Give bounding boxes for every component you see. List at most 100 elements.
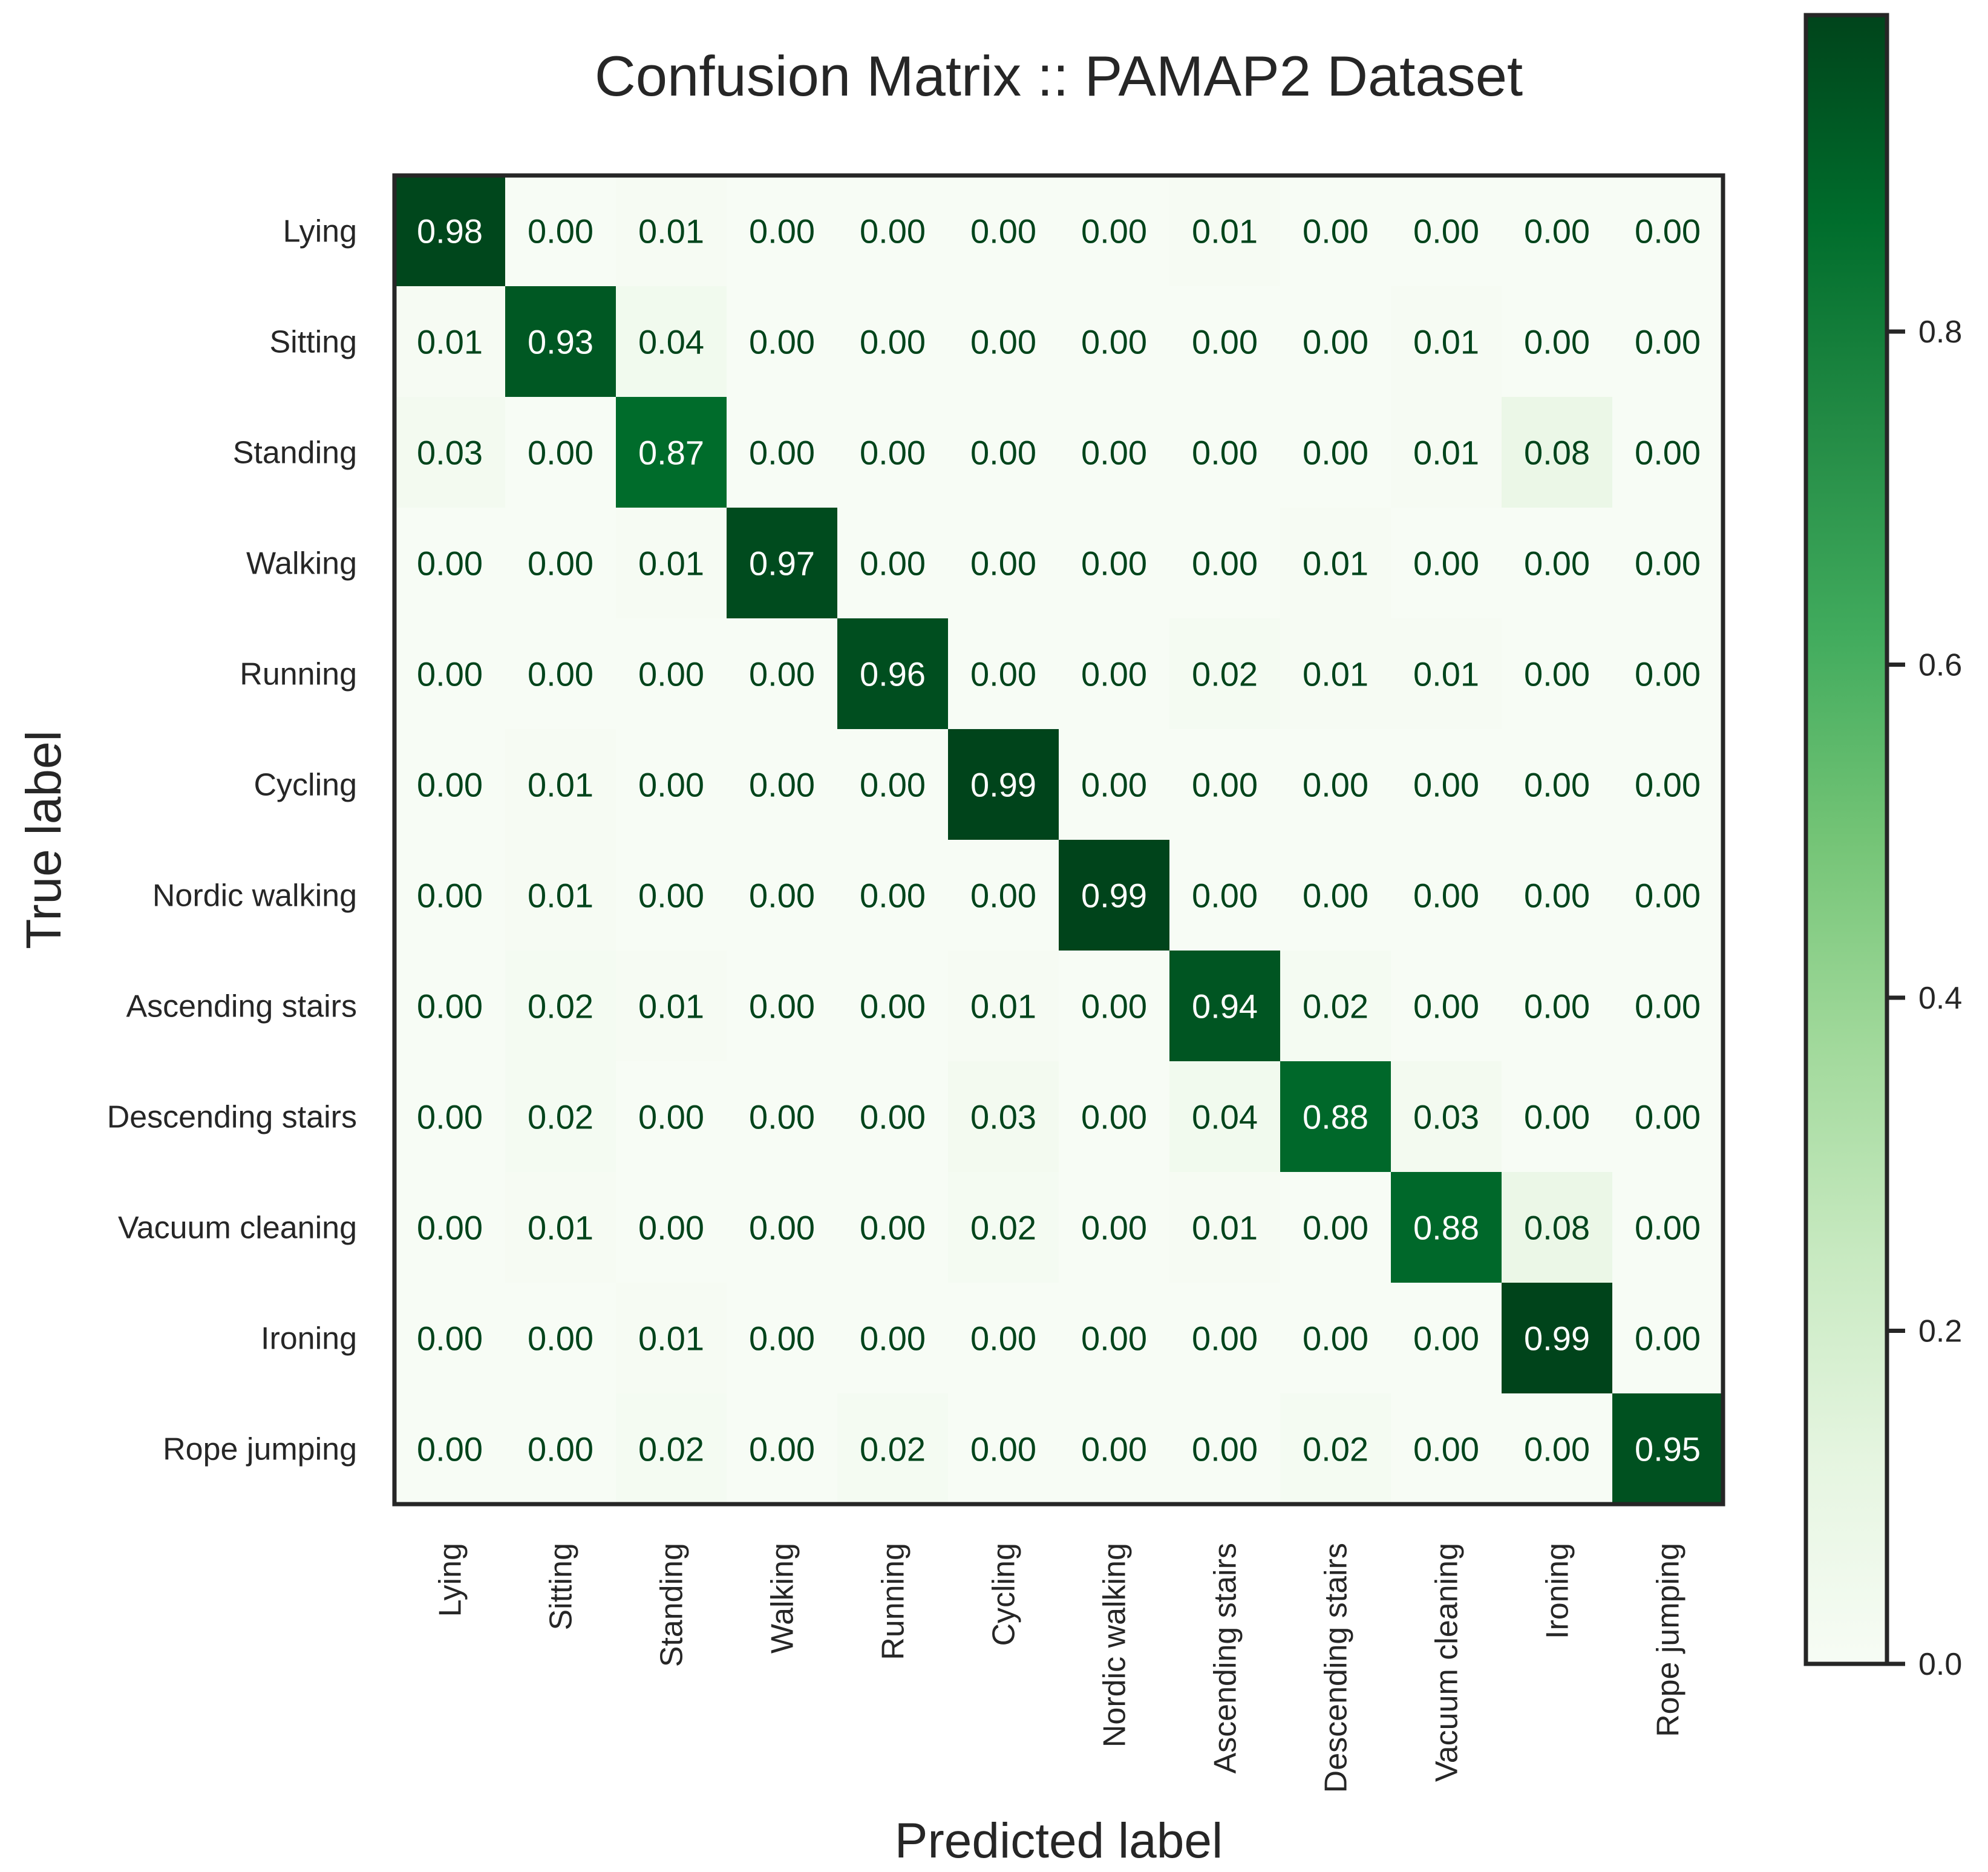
- heatmap-cell: [394, 729, 506, 840]
- cell-value-label: 0.98: [417, 212, 483, 250]
- heatmap-cell: [1502, 618, 1613, 730]
- cell-value-label: 0.00: [528, 1430, 593, 1468]
- heatmap-cell: [1502, 840, 1613, 951]
- cell-value-label: 0.03: [417, 434, 483, 472]
- heatmap-cell: [1612, 1283, 1724, 1394]
- cell-value-label: 0.00: [1635, 1209, 1701, 1247]
- heatmap-cell: [837, 1172, 949, 1283]
- cell-value-label: 0.00: [1413, 212, 1479, 250]
- cell-value-label: 0.01: [1413, 655, 1479, 693]
- cell-value-label: 0.00: [1081, 1430, 1147, 1468]
- x-tick-label: Vacuum cleaning: [1430, 1543, 1465, 1782]
- cell-value-label: 0.00: [1524, 766, 1590, 804]
- cell-value-label: 0.00: [1413, 766, 1479, 804]
- heatmap-cell: [1059, 618, 1170, 730]
- cell-value-label: 0.00: [970, 1430, 1036, 1468]
- cell-value-label: 0.00: [1524, 1098, 1590, 1136]
- heatmap-cell: [394, 618, 506, 730]
- cell-value-label: 0.00: [1192, 1320, 1258, 1358]
- cell-value-label: 0.00: [749, 877, 815, 915]
- heatmap-cell: [727, 840, 838, 951]
- heatmap-cell: [505, 1393, 616, 1505]
- heatmap-cell: [1391, 175, 1502, 287]
- heatmap-cell: [1280, 1393, 1391, 1505]
- heatmap-cell: [948, 508, 1059, 619]
- cell-value-label: 0.08: [1524, 1209, 1590, 1247]
- y-tick-label: Ironing: [261, 1321, 357, 1357]
- heatmap-cell: [837, 951, 949, 1062]
- cell-value-label: 0.01: [1413, 323, 1479, 361]
- y-tick-label: Walking: [246, 546, 357, 581]
- cell-value-label: 0.88: [1303, 1098, 1368, 1136]
- heatmap-cell: [616, 1172, 727, 1283]
- cell-value-label: 0.02: [1192, 655, 1258, 693]
- chart-title: Confusion Matrix :: PAMAP2 Dataset: [595, 44, 1523, 108]
- y-tick-label: Cycling: [254, 768, 358, 803]
- heatmap-cell: [1502, 1172, 1613, 1283]
- heatmap-cell: [394, 508, 506, 619]
- cell-value-label: 0.00: [1303, 323, 1368, 361]
- heatmap-cell: [1612, 618, 1724, 730]
- x-tick-label: Rope jumping: [1651, 1543, 1686, 1737]
- heatmap-cell: [505, 1061, 616, 1173]
- heatmap-cell: [394, 840, 506, 951]
- x-tick-label: Nordic walking: [1097, 1543, 1133, 1747]
- cell-value-label: 0.00: [1192, 766, 1258, 804]
- cell-value-label: 0.00: [1192, 545, 1258, 583]
- heatmap-cell: [948, 840, 1059, 951]
- heatmap-cell: [727, 397, 838, 508]
- cell-value-label: 0.00: [860, 545, 926, 583]
- x-tick-label: Descending stairs: [1319, 1543, 1354, 1793]
- heatmap-cell: [948, 175, 1059, 287]
- heatmap-cell: [837, 729, 949, 840]
- colorbar-tick-label: 0.2: [1918, 1314, 1962, 1349]
- cell-value-label: 0.01: [638, 987, 704, 1026]
- heatmap-cell: [948, 286, 1059, 398]
- cell-value-label: 0.00: [970, 1320, 1036, 1358]
- heatmap-cell: [1169, 1172, 1281, 1283]
- cell-value-label: 0.08: [1524, 434, 1590, 472]
- cell-value-label: 0.00: [860, 323, 926, 361]
- heatmap-cell: [1059, 397, 1170, 508]
- cell-value-label: 0.00: [749, 1098, 815, 1136]
- heatmap-cell: [948, 397, 1059, 508]
- matrix-frame: [392, 173, 1725, 1507]
- heatmap-cell: [1169, 508, 1281, 619]
- heatmap-cell: [616, 840, 727, 951]
- cell-value-label: 0.00: [1303, 1209, 1368, 1247]
- cell-value-label: 0.02: [528, 987, 593, 1026]
- cell-value-label: 0.00: [1635, 323, 1701, 361]
- cell-value-label: 0.01: [970, 987, 1036, 1026]
- heatmap-cell: [1059, 951, 1170, 1062]
- cell-value-label: 0.00: [417, 1098, 483, 1136]
- heatmap-cell: [1059, 840, 1170, 951]
- heatmap-cell: [1612, 729, 1724, 840]
- cell-value-label: 0.00: [970, 545, 1036, 583]
- cell-value-label: 0.01: [528, 1209, 593, 1247]
- x-tick-label: Running: [876, 1543, 911, 1660]
- heatmap-cell: [837, 1393, 949, 1505]
- cell-value-label: 0.00: [1635, 877, 1701, 915]
- heatmap-cell: [1169, 729, 1281, 840]
- x-tick-label: Sitting: [544, 1543, 579, 1631]
- cell-value-label: 0.00: [1635, 212, 1701, 250]
- heatmap-cell: [394, 951, 506, 1062]
- y-tick-label: Nordic walking: [152, 879, 357, 914]
- cell-value-label: 0.03: [1413, 1098, 1479, 1136]
- heatmap-cell: [394, 286, 506, 398]
- heatmap-cell: [1169, 1283, 1281, 1394]
- cell-value-label: 0.00: [638, 877, 704, 915]
- heatmap-cells: [394, 175, 1724, 1505]
- x-axis-title: Predicted label: [895, 1813, 1223, 1868]
- heatmap-cell: [1502, 1061, 1613, 1173]
- cell-value-label: 0.00: [860, 1098, 926, 1136]
- heatmap-cell: [1280, 397, 1391, 508]
- cell-value-label: 0.00: [417, 877, 483, 915]
- cell-value-label: 0.00: [1524, 1430, 1590, 1468]
- heatmap-cell: [837, 175, 949, 287]
- y-tick-label: Standing: [233, 436, 357, 471]
- cell-value-label: 0.00: [1635, 434, 1701, 472]
- cell-value-label: 0.01: [638, 545, 704, 583]
- heatmap-cell: [837, 286, 949, 398]
